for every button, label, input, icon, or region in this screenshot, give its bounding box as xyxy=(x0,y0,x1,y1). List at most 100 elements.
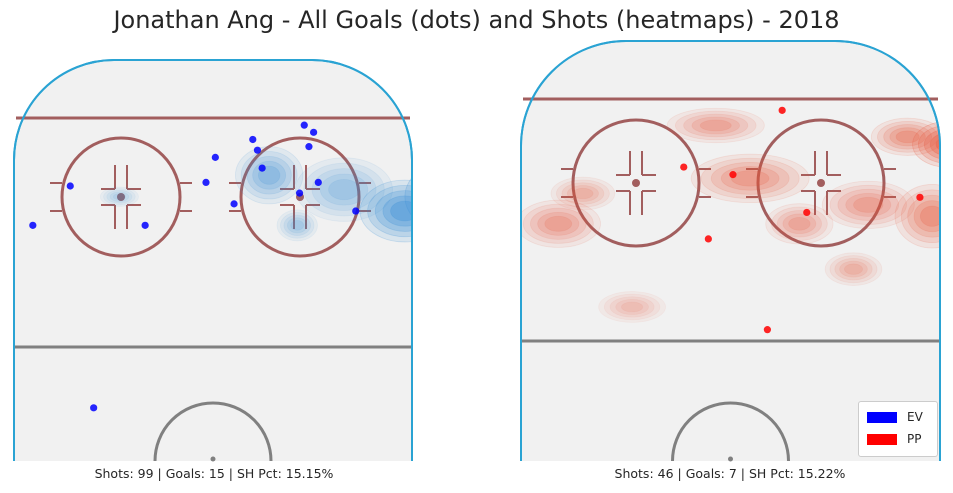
goal-point xyxy=(778,106,786,114)
heatmap-contour xyxy=(615,299,649,315)
center-dot xyxy=(210,456,216,462)
rink-panel-ev xyxy=(13,59,521,462)
heatmap-contour xyxy=(603,293,661,321)
heatmap-contour xyxy=(788,216,811,231)
heatmap-contour xyxy=(240,151,298,200)
heatmap-contour xyxy=(609,296,655,318)
heatmap-contour xyxy=(889,127,926,147)
goal-point xyxy=(202,178,210,187)
heatmap-contour xyxy=(566,185,599,202)
heatmap-contour xyxy=(319,173,369,206)
heatmap-contour xyxy=(544,215,573,232)
goal-point xyxy=(253,146,262,154)
goal-point xyxy=(803,208,811,217)
heatmap-contour xyxy=(280,212,315,239)
heatmap-contour xyxy=(907,194,940,238)
heatmap-contour xyxy=(246,155,292,195)
goal-point xyxy=(90,404,98,412)
center-circle xyxy=(153,401,273,462)
faceoff-dot xyxy=(632,179,640,187)
goal-point xyxy=(763,326,772,334)
heatmap-contour xyxy=(434,177,489,216)
legend-item-pp: PP xyxy=(867,431,921,447)
heatmap-contour xyxy=(382,195,412,227)
goal-point xyxy=(729,171,737,179)
legend-swatch-ev xyxy=(867,411,897,423)
heatmap-contour xyxy=(730,170,770,187)
heatmap-contour xyxy=(900,189,940,243)
rink-boards-top xyxy=(13,59,413,461)
goal-point xyxy=(310,128,318,136)
heatmap-contour xyxy=(917,125,940,164)
heatmap-contour xyxy=(290,219,305,231)
heatmap-contour xyxy=(782,213,817,235)
faceoff-dot xyxy=(817,179,825,187)
goal-point xyxy=(300,121,308,129)
faceoff-circle-right xyxy=(239,136,361,258)
legend-label-pp: PP xyxy=(907,432,922,446)
heatmap-contour xyxy=(495,134,512,145)
heatmap-contour xyxy=(561,182,605,205)
heatmap-contour xyxy=(683,113,749,138)
heatmap-contour xyxy=(690,153,810,204)
heatmap-contour xyxy=(837,188,900,221)
goal-point xyxy=(704,235,712,243)
heatmap-contour xyxy=(913,200,940,233)
heatmap-contour xyxy=(824,252,883,286)
heatmap-contour xyxy=(414,164,507,229)
heatmap-contour xyxy=(522,203,594,244)
goal-point xyxy=(29,221,37,229)
heatmap-contour xyxy=(821,180,915,229)
heatmap-contour xyxy=(109,191,130,202)
heatmap-contour xyxy=(877,120,939,153)
stats-caption-pp: Shots: 46 | Goals: 7 | SH Pct: 15.22% xyxy=(614,466,846,481)
heatmap-contour xyxy=(691,116,740,135)
center-circle xyxy=(671,401,790,462)
heatmap-contour xyxy=(286,217,308,234)
heatmap-contour xyxy=(776,210,822,238)
heatmap-contour xyxy=(699,119,732,132)
heatmap-contour xyxy=(283,214,311,236)
heatmap-contour xyxy=(374,190,412,232)
heatmap-contour xyxy=(443,184,479,209)
heatmap-contour xyxy=(839,260,868,278)
heatmap-contour xyxy=(572,187,594,200)
heatmap-contour xyxy=(103,188,136,206)
heatmap-contour xyxy=(112,193,126,201)
heatmap-contour xyxy=(235,146,304,205)
goal-point xyxy=(211,153,219,161)
heatmap-contour xyxy=(99,186,139,207)
heatmap-contour xyxy=(710,162,790,195)
heatmap-contour xyxy=(303,162,385,217)
heatmap-contour xyxy=(894,184,940,249)
center-dot xyxy=(728,456,733,462)
heatmap-contour xyxy=(929,132,940,156)
heatmap-contour xyxy=(367,184,412,238)
heatmap-contour xyxy=(771,206,828,241)
ice-surface xyxy=(14,60,412,461)
heatmap-contour xyxy=(295,157,393,222)
goal-point xyxy=(66,182,74,190)
heatmap-contour xyxy=(844,263,863,275)
heatmap-contour xyxy=(537,211,580,236)
faceoff-dot xyxy=(117,193,125,201)
heatmap-contour xyxy=(424,171,498,223)
chart-title: Jonathan Ang - All Goals (dots) and Shot… xyxy=(113,6,840,34)
heatmap-contour xyxy=(486,128,521,151)
heatmap-contour xyxy=(845,192,892,217)
heatmap-contour xyxy=(870,117,940,156)
heatmap-contour xyxy=(853,196,884,213)
faceoff-circle-left xyxy=(60,136,182,258)
heatmap-contour xyxy=(919,205,940,227)
heatmap-contour xyxy=(765,203,834,245)
heatmap-contour xyxy=(912,121,940,168)
heatmap-contour xyxy=(490,131,516,148)
heatmap-contour xyxy=(550,176,616,211)
heatmap-contour xyxy=(598,291,666,323)
heatmap-contour xyxy=(829,184,907,225)
goal-point xyxy=(305,143,313,151)
goal-point xyxy=(141,221,149,229)
heatmap-contour xyxy=(620,301,644,313)
heatmap-contour xyxy=(674,110,757,141)
